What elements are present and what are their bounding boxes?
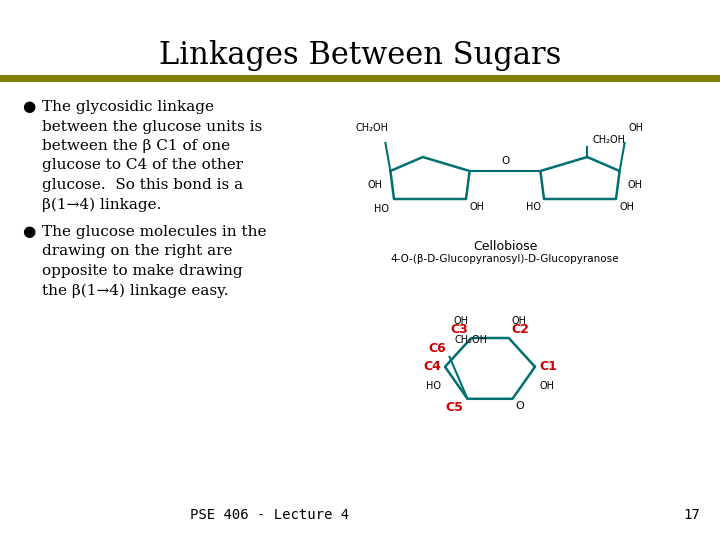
Text: The glucose molecules in the: The glucose molecules in the: [42, 225, 266, 239]
Text: C6: C6: [428, 342, 446, 355]
Text: CH₂OH: CH₂OH: [593, 135, 625, 145]
Text: 17: 17: [683, 508, 700, 522]
Text: ●: ●: [22, 225, 35, 239]
Text: OH: OH: [454, 316, 468, 326]
Text: OH: OH: [539, 381, 554, 391]
Text: β(1→4) linkage.: β(1→4) linkage.: [42, 198, 161, 212]
Text: PSE 406 - Lecture 4: PSE 406 - Lecture 4: [190, 508, 350, 522]
Text: Cellobiose: Cellobiose: [473, 240, 537, 253]
Text: Linkages Between Sugars: Linkages Between Sugars: [159, 40, 561, 71]
Text: OH: OH: [628, 180, 643, 190]
Text: glucose.  So this bond is a: glucose. So this bond is a: [42, 178, 243, 192]
Text: C5: C5: [446, 401, 464, 414]
Text: drawing on the right are: drawing on the right are: [42, 245, 233, 259]
Text: C2: C2: [512, 323, 530, 336]
Text: CH₂OH: CH₂OH: [454, 335, 487, 345]
Text: C3: C3: [451, 323, 468, 336]
Text: CH₂OH: CH₂OH: [356, 123, 389, 133]
Text: HO: HO: [374, 204, 389, 214]
Text: between the β C1 of one: between the β C1 of one: [42, 139, 230, 153]
Text: ●: ●: [22, 100, 35, 114]
Text: C4: C4: [423, 360, 441, 373]
Text: OH: OH: [367, 180, 382, 190]
Text: O: O: [501, 156, 509, 166]
Text: OH: OH: [469, 202, 484, 212]
Bar: [0, 75, 720, 82]
Text: OH: OH: [512, 316, 527, 326]
Text: 4-O-(β-D-Glucopyranosyl)-D-Glucopyranose: 4-O-(β-D-Glucopyranosyl)-D-Glucopyranose: [391, 254, 619, 264]
Text: HO: HO: [426, 381, 441, 391]
Text: between the glucose units is: between the glucose units is: [42, 119, 262, 133]
Text: O: O: [516, 401, 524, 411]
Text: C1: C1: [539, 360, 557, 373]
Text: The glycosidic linkage: The glycosidic linkage: [42, 100, 214, 114]
Text: opposite to make drawing: opposite to make drawing: [42, 264, 243, 278]
Text: HO: HO: [526, 202, 541, 212]
Text: glucose to C4 of the other: glucose to C4 of the other: [42, 159, 243, 172]
Text: OH: OH: [619, 202, 634, 212]
Text: the β(1→4) linkage easy.: the β(1→4) linkage easy.: [42, 284, 228, 298]
Text: OH: OH: [628, 123, 643, 133]
